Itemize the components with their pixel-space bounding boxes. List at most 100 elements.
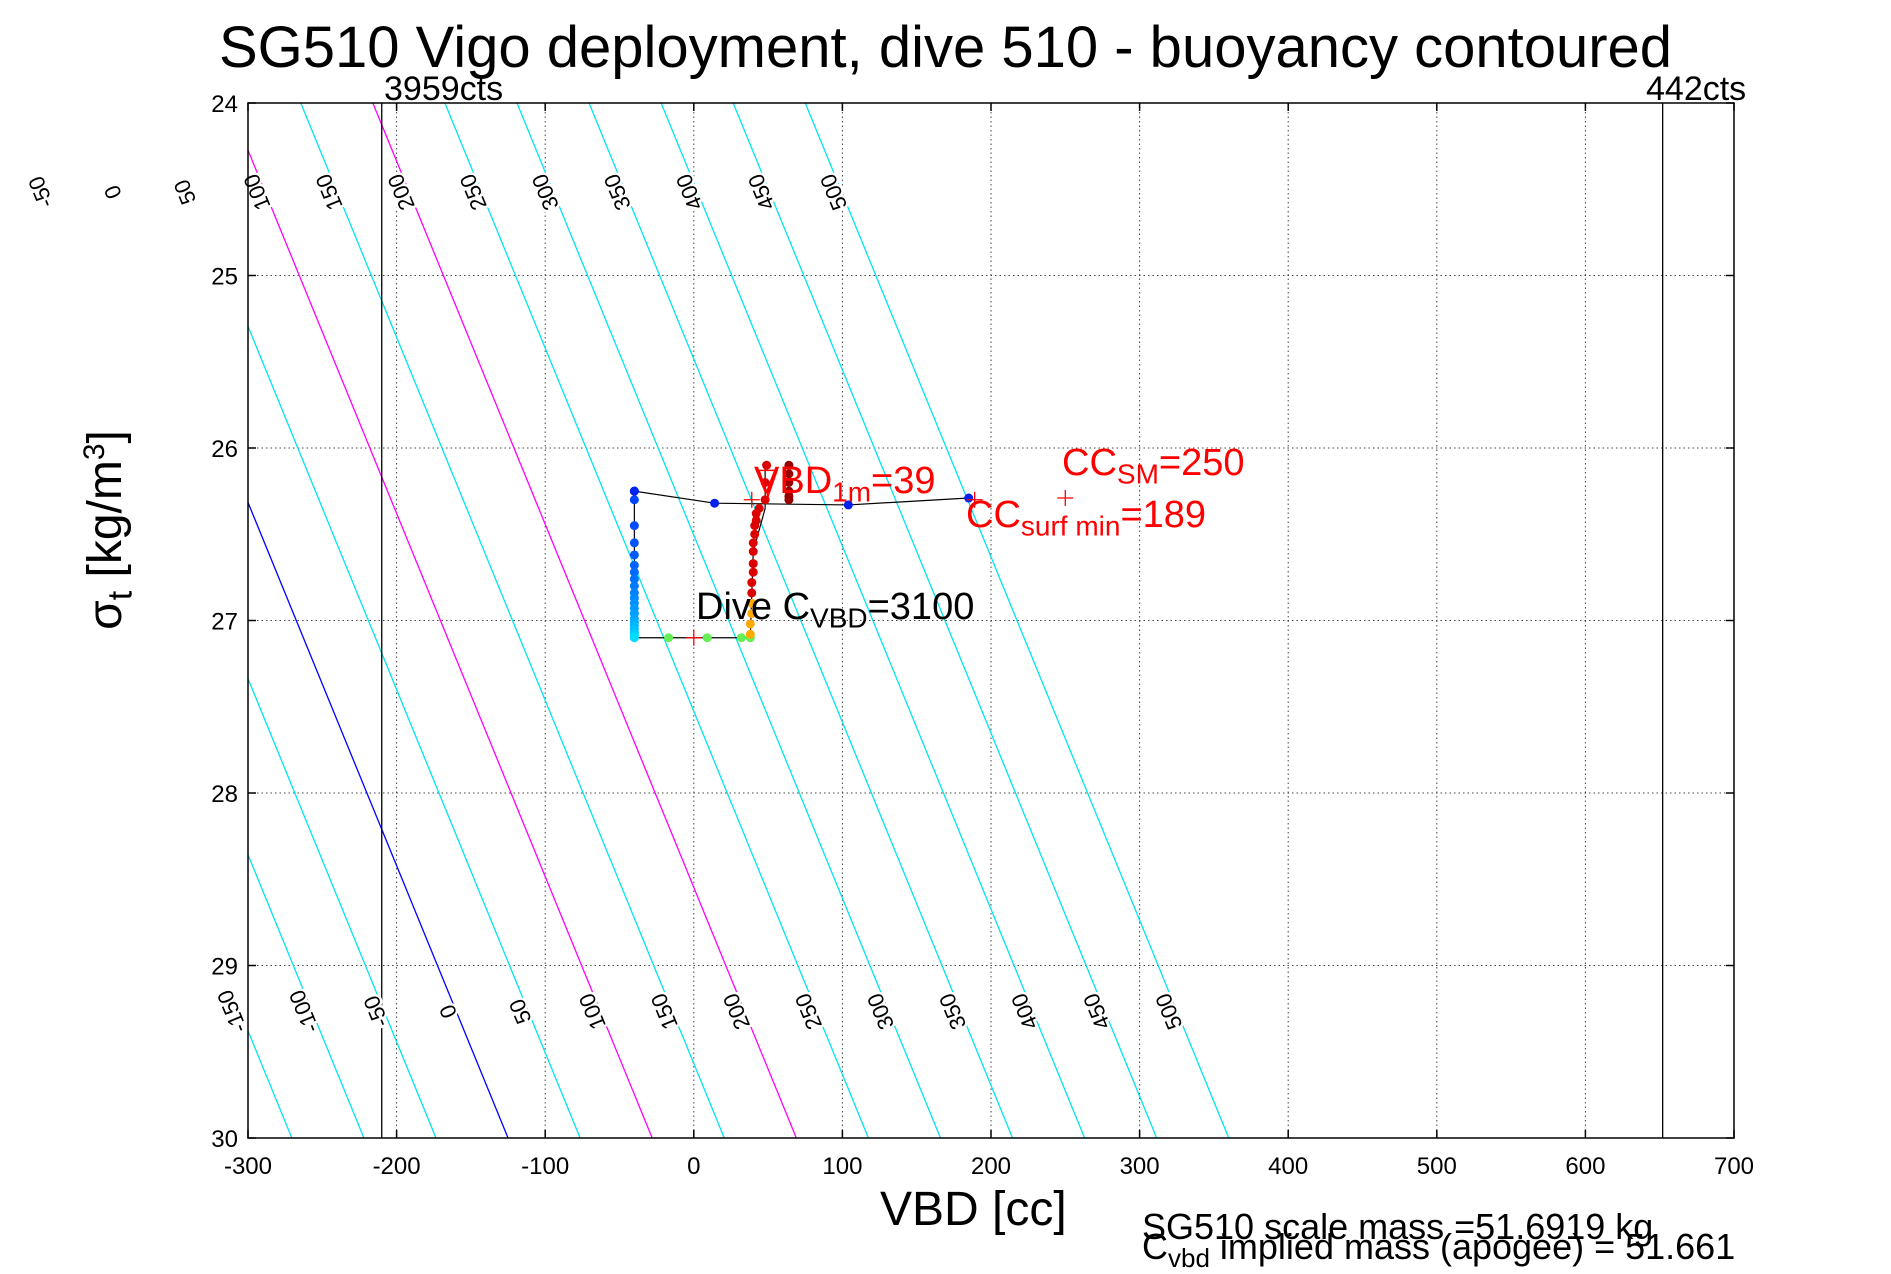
- vbd-1m-sub: 1m: [832, 476, 872, 508]
- trace-point: [754, 503, 764, 513]
- buoyancy-contour-line: [372, 103, 797, 1138]
- contour-label: 350: [934, 990, 971, 1033]
- cc-surf-min-annotation: CCsurf min=189: [966, 494, 1206, 543]
- trace-point: [629, 538, 639, 548]
- x-tick-label: -200: [373, 1153, 421, 1180]
- contour-label: 50: [169, 176, 201, 208]
- y-label-units: [kg/m: [79, 460, 132, 591]
- implied-mass-text: Cvbd implied mass (apogee) = 51.661: [1142, 1226, 1735, 1274]
- trace-point: [750, 529, 760, 539]
- y-tick-label: 26: [211, 436, 238, 463]
- trace-point: [629, 521, 639, 531]
- trace-point: [747, 588, 757, 598]
- contour-label: 450: [743, 170, 780, 213]
- grid: [248, 103, 1734, 1138]
- y-label-units-end: ]: [79, 430, 132, 444]
- trace-point: [784, 460, 794, 470]
- scale-mass-text: SG510 scale mass =51.6919 kg: [1142, 1206, 1654, 1247]
- x-tick-label: 700: [1714, 1153, 1754, 1180]
- contour-label: 500: [1150, 990, 1187, 1033]
- trace-point: [748, 559, 758, 569]
- trace-point: [747, 609, 757, 619]
- contour-label: 150: [311, 170, 348, 213]
- buoyancy-contour-line: [588, 103, 1014, 1138]
- buoyancy-contour-line: [248, 148, 653, 1138]
- contour-label: 200: [718, 990, 755, 1033]
- count-limit-lines: [381, 103, 1664, 1138]
- trace-point: [629, 495, 639, 505]
- trace-point: [751, 515, 761, 525]
- x-axis-label: VBD [cc]: [880, 1183, 1067, 1236]
- trace-point: [784, 495, 794, 505]
- buoyancy-contour-line: [660, 103, 1086, 1138]
- dive-cvbd-value: =3100: [867, 586, 975, 628]
- trace-point: [762, 460, 772, 470]
- right-count-label: 442cts: [1646, 70, 1747, 108]
- y-label-symbol: σ: [79, 600, 132, 630]
- contour-label: 350: [599, 170, 636, 213]
- trace-point: [748, 547, 758, 556]
- trace-point: [629, 567, 639, 577]
- x-tick-label: 0: [687, 1153, 700, 1180]
- dive-cvbd-text: Dive C: [696, 586, 811, 628]
- x-tick-label: 200: [971, 1153, 1011, 1180]
- contour-label: -50: [359, 992, 394, 1031]
- y-label-subscript: t: [101, 590, 140, 601]
- implied-mass-c: C: [1142, 1226, 1168, 1267]
- y-tick-label: 28: [211, 781, 238, 808]
- trace-point: [748, 567, 758, 577]
- cc-surf-min-sub: surf min: [1020, 510, 1121, 542]
- buoyancy-contour-line: [248, 676, 437, 1138]
- apogee-triangle-marker: [758, 469, 779, 499]
- buoyancy-contour-line: [248, 853, 365, 1138]
- chart-title: SG510 Vigo deployment, dive 510 - buoyan…: [218, 15, 1673, 80]
- contour-label: 400: [1006, 990, 1043, 1033]
- trace-point: [784, 469, 794, 479]
- trace-point: [745, 619, 755, 629]
- implied-mass-value: implied mass (apogee) = 51.661: [1209, 1226, 1736, 1267]
- implied-mass-sub: vbd: [1168, 1243, 1210, 1274]
- y-tick-label: 30: [211, 1126, 238, 1153]
- buoyancy-contour-line: [248, 324, 581, 1138]
- trace-point: [629, 560, 639, 570]
- contour-label: 150: [646, 990, 683, 1033]
- buoyancy-contour-line: [0, 103, 76, 1138]
- dive-cvbd-sub: VBD: [810, 602, 868, 634]
- cc-surf-min-value: =189: [1120, 494, 1207, 536]
- y-label-units-sup: 3: [78, 443, 111, 461]
- contour-label: 200: [383, 170, 420, 213]
- trace-point: [736, 633, 746, 643]
- contour-label: -100: [284, 986, 324, 1036]
- trace-point: [629, 574, 639, 584]
- left-count-label: 3959cts: [384, 70, 504, 108]
- buoyancy-contour-line: [0, 103, 4, 1138]
- buoyancy-contour-line: [444, 103, 870, 1138]
- trace-point: [745, 629, 755, 639]
- x-tick-label: 400: [1268, 1153, 1308, 1180]
- buoyancy-contour-line: [300, 103, 725, 1138]
- contour-label: 450: [1078, 990, 1115, 1033]
- trace-point: [629, 550, 639, 560]
- y-tick-label: 29: [211, 954, 238, 981]
- axis-ticks: -300 -200 -100 0 100 200 300 400 500 600 700242526…: [211, 91, 1754, 1180]
- trace-point: [664, 633, 674, 643]
- trace-point: [843, 500, 853, 510]
- buoyancy-contour-line: [804, 103, 1230, 1138]
- dive-cvbd-annotation: Dive CVBD=3100: [696, 586, 974, 635]
- trace-point: [760, 495, 770, 505]
- vbd-1m-annotation: VBD1m=39: [754, 460, 936, 509]
- contour-label: 250: [790, 990, 827, 1033]
- trace-point: [747, 598, 757, 608]
- cc-sm-text: CC: [1062, 442, 1117, 484]
- x-tick-label: 600: [1565, 1153, 1605, 1180]
- dive-trace: [629, 460, 1074, 646]
- contour-label: 0: [99, 182, 127, 203]
- x-tick-label: 500: [1417, 1153, 1457, 1180]
- contour-label: -50: [23, 173, 58, 212]
- cc-sm-annotation: CCSM=250: [1062, 442, 1244, 491]
- x-tick-label: -300: [224, 1153, 272, 1180]
- vbd-1m-value: =39: [871, 460, 936, 502]
- trace-point: [702, 633, 712, 643]
- trace-point: [747, 578, 757, 588]
